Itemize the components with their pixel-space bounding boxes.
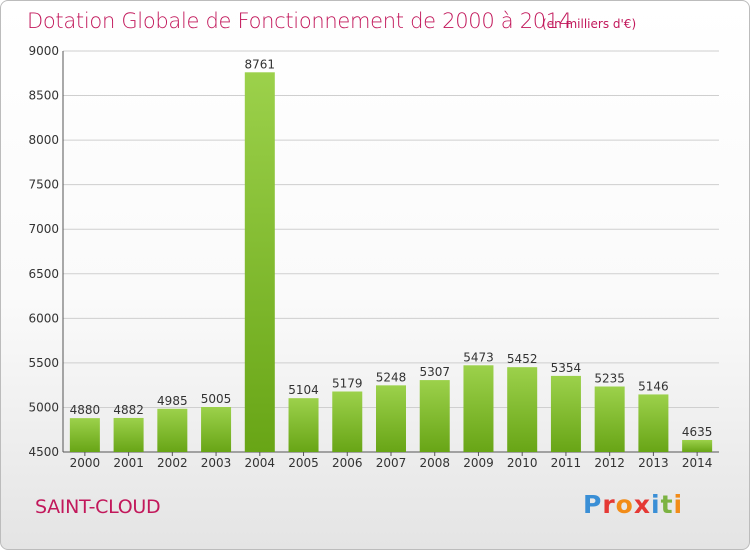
- y-tick-label: 7000: [28, 222, 59, 236]
- bar-2000[interactable]: [69, 418, 100, 452]
- value-label-2012: 5235: [594, 372, 625, 386]
- value-label-2002: 4985: [157, 394, 188, 408]
- x-tick-label-2000: 2000: [70, 456, 101, 470]
- value-label-2010: 5452: [507, 352, 538, 366]
- y-tick-label: 4500: [28, 445, 59, 459]
- y-tick-label: 5500: [28, 356, 59, 370]
- bars: [69, 72, 713, 453]
- y-tick-label: 5000: [28, 400, 59, 414]
- bar-2003[interactable]: [201, 406, 232, 452]
- x-tick-label-2006: 2006: [332, 456, 363, 470]
- brand-letter: P: [583, 490, 603, 519]
- bar-2008[interactable]: [419, 380, 450, 452]
- bar-2010[interactable]: [507, 367, 538, 452]
- bar-2007[interactable]: [376, 385, 406, 452]
- value-label-2011: 5354: [551, 361, 582, 375]
- brand-logo[interactable]: Proxiti: [583, 490, 683, 519]
- value-label-2001: 4882: [113, 403, 144, 417]
- y-tick-label: 9000: [28, 44, 59, 58]
- x-tick-label-2001: 2001: [113, 456, 144, 470]
- bar-2005[interactable]: [288, 398, 319, 452]
- x-tick-label-2010: 2010: [507, 456, 538, 470]
- brand-letter: i: [651, 490, 661, 519]
- bar-2009[interactable]: [463, 365, 494, 452]
- value-label-2000: 4880: [70, 403, 101, 417]
- y-tick-label: 8000: [28, 133, 59, 147]
- y-tick-label: 6500: [28, 267, 59, 281]
- x-tick-label-2005: 2005: [288, 456, 319, 470]
- value-label-2004: 8761: [245, 57, 276, 71]
- bar-2012[interactable]: [594, 386, 625, 452]
- x-tick-label-2009: 2009: [463, 456, 494, 470]
- y-tick-label: 7500: [28, 178, 59, 192]
- labels: 4500 5000 5500 6000 6500 7000 7500 8000 8500 9000…: [28, 44, 712, 470]
- x-tick-label-2004: 2004: [245, 456, 276, 470]
- x-tick-label-2008: 2008: [419, 456, 450, 470]
- bar-2002[interactable]: [157, 408, 188, 452]
- x-tick-label-2003: 2003: [201, 456, 232, 470]
- value-label-2003: 5005: [201, 392, 232, 406]
- chart-subtitle: (en milliers d'€): [542, 17, 637, 31]
- bar-2011[interactable]: [550, 375, 581, 452]
- x-tick-label-2014: 2014: [682, 456, 713, 470]
- value-label-2007: 5248: [376, 370, 407, 384]
- y-tick-label: 6000: [28, 311, 59, 325]
- x-tick-label-2012: 2012: [594, 456, 625, 470]
- brand-letter: x: [633, 490, 651, 519]
- brand-letter: o: [615, 490, 634, 519]
- value-label-2014: 4635: [682, 425, 713, 439]
- x-tick-label-2002: 2002: [157, 456, 188, 470]
- bar-2004[interactable]: [244, 72, 275, 453]
- value-label-2005: 5104: [288, 383, 319, 397]
- city-name: SAINT-CLOUD: [35, 496, 161, 518]
- chart-title: Dotation Globale de Fonctionnement de 20…: [27, 9, 572, 33]
- bar-2006[interactable]: [332, 391, 363, 452]
- value-label-2013: 5146: [638, 379, 669, 393]
- value-label-2008: 5307: [419, 365, 450, 379]
- x-tick-label-2011: 2011: [551, 456, 582, 470]
- bar-2001[interactable]: [113, 417, 144, 452]
- x-tick-label-2007: 2007: [376, 456, 407, 470]
- brand-letter: r: [602, 490, 616, 519]
- x-tick-label-2013: 2013: [638, 456, 669, 470]
- brand-letter: t: [660, 490, 674, 519]
- bar-2013[interactable]: [638, 394, 669, 452]
- value-label-2006: 5179: [332, 376, 363, 390]
- bar-2014[interactable]: [682, 439, 713, 452]
- brand-letter: i: [673, 490, 684, 519]
- value-label-2009: 5473: [463, 350, 494, 364]
- y-tick-label: 8500: [28, 89, 59, 103]
